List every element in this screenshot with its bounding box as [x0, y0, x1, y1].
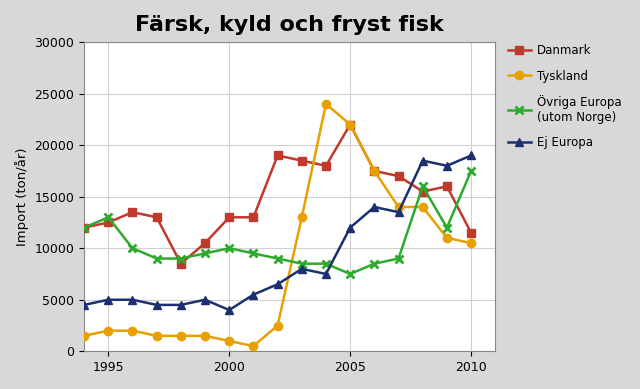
Övriga Europa
(utom Norge): [419, 184, 426, 189]
Övriga Europa
(utom Norge): [104, 215, 112, 220]
Tyskland: [467, 241, 475, 245]
Övriga Europa
(utom Norge): [129, 246, 136, 251]
Danmark: [419, 189, 426, 194]
Danmark: [225, 215, 233, 220]
Övriga Europa
(utom Norge): [298, 261, 306, 266]
Tyskland: [129, 328, 136, 333]
Ej Europa: [395, 210, 403, 214]
Danmark: [467, 230, 475, 235]
Tyskland: [443, 236, 451, 240]
Tyskland: [298, 215, 306, 220]
Tyskland: [250, 344, 257, 349]
Danmark: [298, 158, 306, 163]
Danmark: [250, 215, 257, 220]
Ej Europa: [80, 303, 88, 307]
Övriga Europa
(utom Norge): [250, 251, 257, 256]
Ej Europa: [371, 205, 378, 209]
Danmark: [129, 210, 136, 214]
Line: Tyskland: Tyskland: [80, 100, 476, 350]
Ej Europa: [177, 303, 185, 307]
Danmark: [153, 215, 161, 220]
Tyskland: [371, 168, 378, 173]
Ej Europa: [443, 163, 451, 168]
Övriga Europa
(utom Norge): [443, 225, 451, 230]
Övriga Europa
(utom Norge): [467, 168, 475, 173]
Legend: Danmark, Tyskland, Övriga Europa
(utom Norge), Ej Europa: Danmark, Tyskland, Övriga Europa (utom N…: [506, 42, 624, 152]
Danmark: [201, 241, 209, 245]
Line: Övriga Europa
(utom Norge): Övriga Europa (utom Norge): [80, 167, 476, 278]
Ej Europa: [298, 266, 306, 271]
Tyskland: [395, 205, 403, 209]
Danmark: [274, 153, 282, 158]
Line: Danmark: Danmark: [80, 121, 475, 268]
Ej Europa: [201, 298, 209, 302]
Tyskland: [201, 333, 209, 338]
Tyskland: [225, 339, 233, 343]
Danmark: [443, 184, 451, 189]
Övriga Europa
(utom Norge): [346, 272, 354, 276]
Danmark: [177, 261, 185, 266]
Line: Ej Europa: Ej Europa: [80, 151, 476, 314]
Tyskland: [346, 122, 354, 127]
Danmark: [322, 163, 330, 168]
Ej Europa: [129, 298, 136, 302]
Ej Europa: [274, 282, 282, 287]
Tyskland: [274, 323, 282, 328]
Ej Europa: [153, 303, 161, 307]
Danmark: [104, 220, 112, 225]
Y-axis label: Import (ton/år): Import (ton/år): [15, 147, 29, 246]
Tyskland: [80, 333, 88, 338]
Danmark: [395, 174, 403, 179]
Ej Europa: [250, 292, 257, 297]
Ej Europa: [467, 153, 475, 158]
Tyskland: [322, 102, 330, 106]
Tyskland: [419, 205, 426, 209]
Tyskland: [153, 333, 161, 338]
Övriga Europa
(utom Norge): [395, 256, 403, 261]
Ej Europa: [104, 298, 112, 302]
Tyskland: [177, 333, 185, 338]
Danmark: [371, 168, 378, 173]
Danmark: [80, 225, 88, 230]
Ej Europa: [225, 308, 233, 312]
Title: Färsk, kyld och fryst fisk: Färsk, kyld och fryst fisk: [135, 15, 444, 35]
Övriga Europa
(utom Norge): [201, 251, 209, 256]
Övriga Europa
(utom Norge): [153, 256, 161, 261]
Övriga Europa
(utom Norge): [225, 246, 233, 251]
Övriga Europa
(utom Norge): [371, 261, 378, 266]
Övriga Europa
(utom Norge): [177, 256, 185, 261]
Övriga Europa
(utom Norge): [322, 261, 330, 266]
Övriga Europa
(utom Norge): [80, 225, 88, 230]
Ej Europa: [346, 225, 354, 230]
Danmark: [346, 122, 354, 127]
Övriga Europa
(utom Norge): [274, 256, 282, 261]
Ej Europa: [419, 158, 426, 163]
Tyskland: [104, 328, 112, 333]
Ej Europa: [322, 272, 330, 276]
